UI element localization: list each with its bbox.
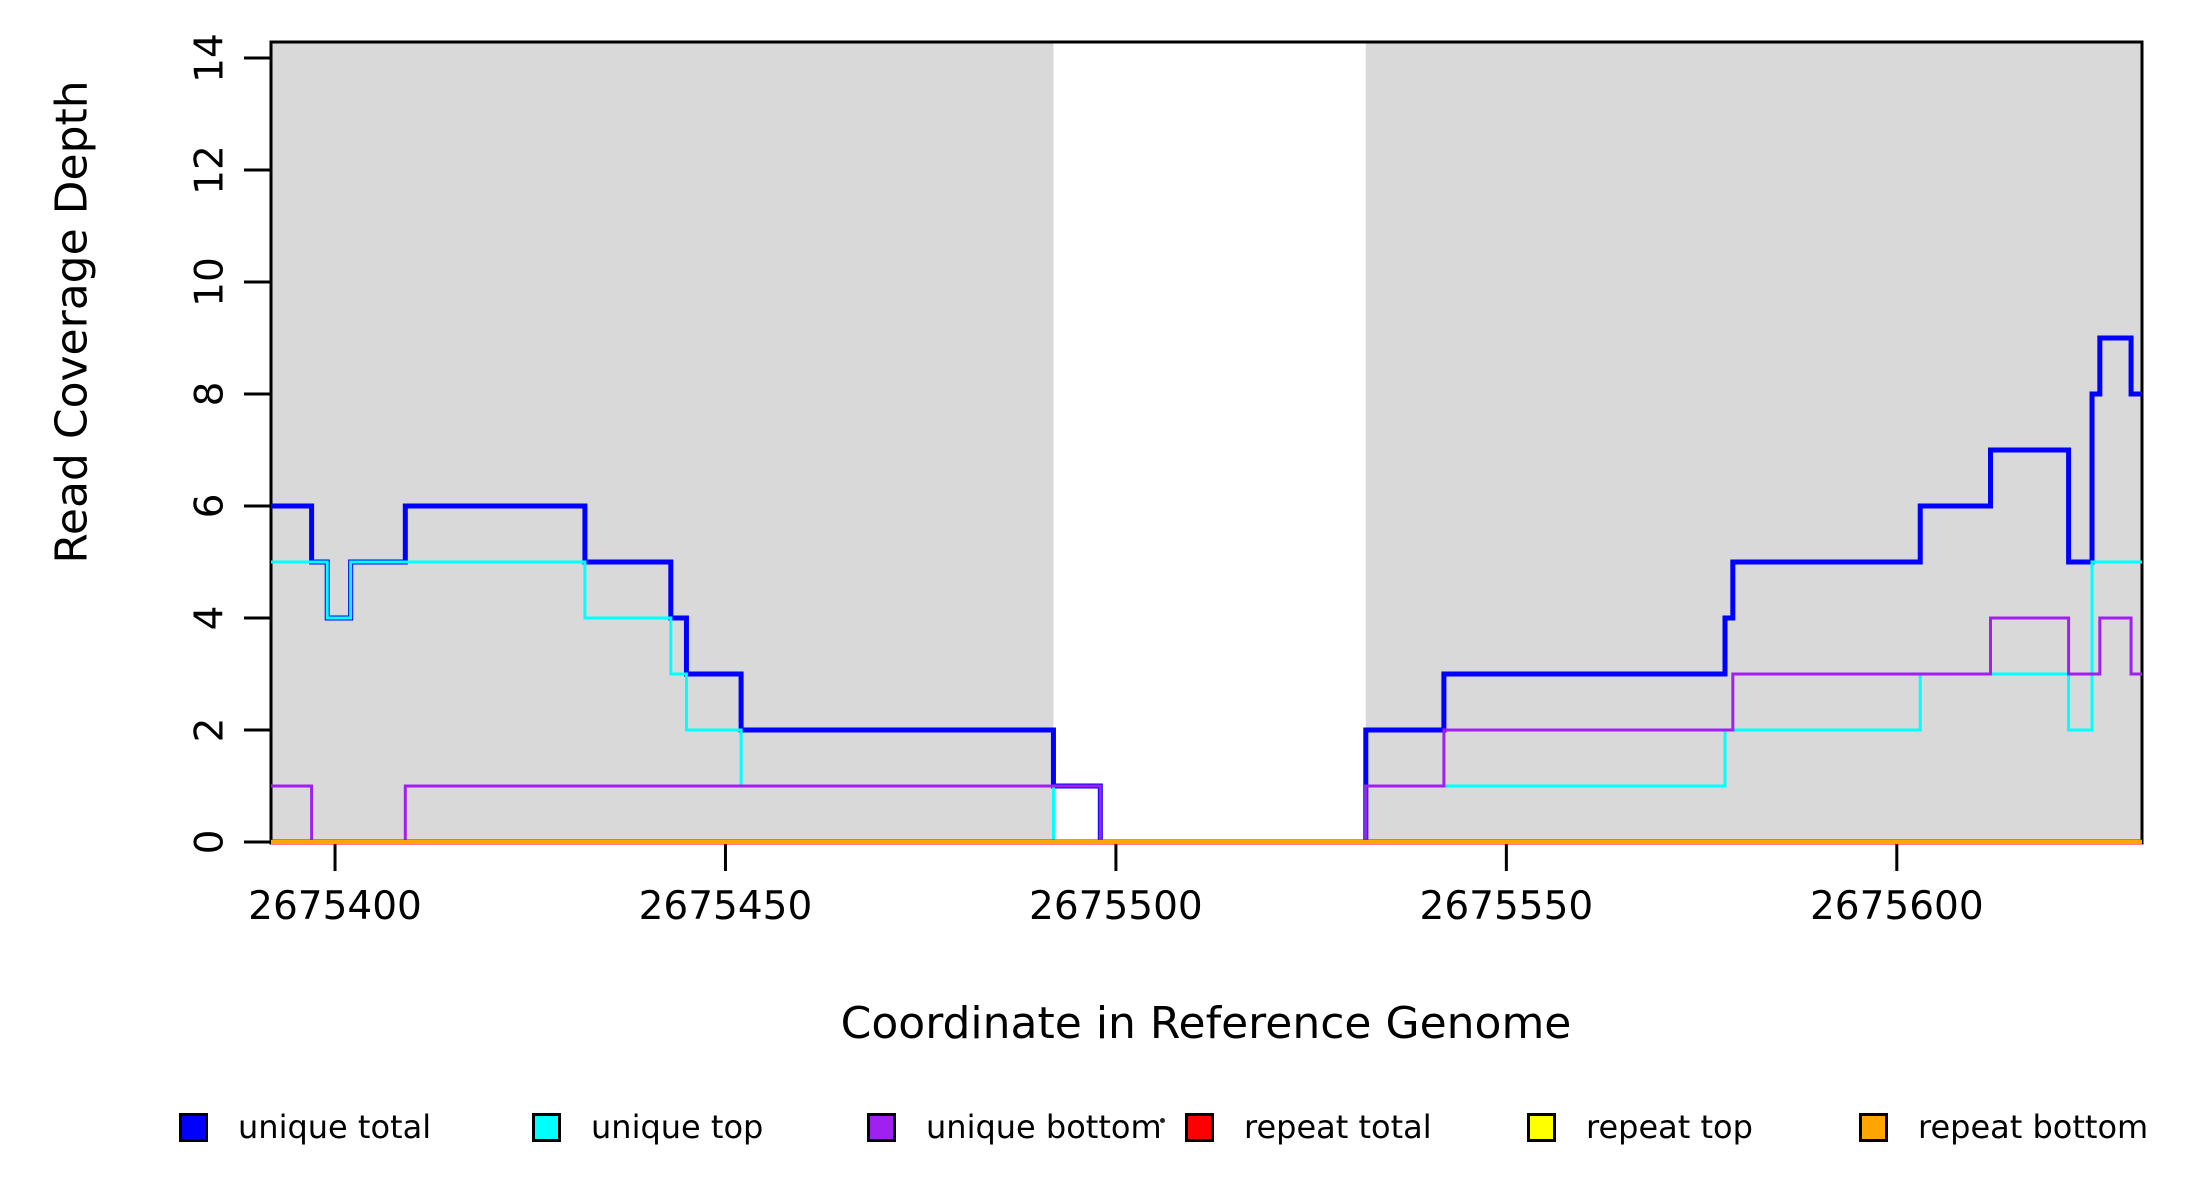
legend-item-unique-top: unique top xyxy=(532,1108,763,1146)
x-tick-label: 2675550 xyxy=(1419,884,1594,929)
legend-label: unique bottom xyxy=(926,1108,1162,1146)
legend-swatch-icon xyxy=(179,1112,208,1142)
y-tick-label: 8 xyxy=(187,381,233,407)
legend-label: unique total xyxy=(238,1108,432,1146)
legend-item-repeat-bottom: repeat bottom xyxy=(1859,1108,2148,1146)
legend-swatch-icon xyxy=(1185,1112,1214,1142)
y-tick-label: 6 xyxy=(187,493,233,519)
shaded-region-1 xyxy=(271,42,1054,843)
y-axis-title: Read Coverage Depth xyxy=(46,80,98,564)
x-axis-title: Coordinate in Reference Genome xyxy=(840,998,1572,1049)
legend-item-repeat-total: repeat total xyxy=(1185,1108,1432,1146)
x-tick-label: 2675450 xyxy=(638,884,813,929)
x-tick-label: 2675600 xyxy=(1809,884,1984,929)
legend-label: unique top xyxy=(591,1108,764,1146)
legend-swatch-icon xyxy=(532,1112,561,1142)
legend-label: repeat top xyxy=(1586,1108,1753,1146)
y-tick-label: 4 xyxy=(187,605,233,631)
x-tick-label: 2675400 xyxy=(248,884,422,929)
legend-label: repeat total xyxy=(1244,1108,1432,1146)
y-tick-label: 10 xyxy=(187,257,233,307)
y-tick-label: 14 xyxy=(187,33,233,83)
legend-item-unique-bottom: unique bottom xyxy=(867,1108,1162,1146)
legend-swatch-icon xyxy=(867,1112,896,1142)
legend-item-repeat-top: repeat top xyxy=(1527,1108,1753,1146)
legend-swatch-icon xyxy=(1859,1112,1888,1142)
y-tick-label: 0 xyxy=(187,829,233,855)
unique-bottom-line xyxy=(271,616,2142,844)
y-tick-label: 12 xyxy=(187,145,233,195)
legend-swatch-icon xyxy=(1527,1112,1556,1142)
legend-label: repeat bottom xyxy=(1918,1108,2149,1146)
stray-dot xyxy=(1160,1118,1165,1123)
shaded-region-2 xyxy=(1365,42,2142,843)
x-tick-label: 2675500 xyxy=(1029,884,1203,929)
legend-item-unique-total: unique total xyxy=(179,1108,431,1146)
y-tick-label: 2 xyxy=(187,717,233,743)
axis-ticks xyxy=(244,56,1899,871)
